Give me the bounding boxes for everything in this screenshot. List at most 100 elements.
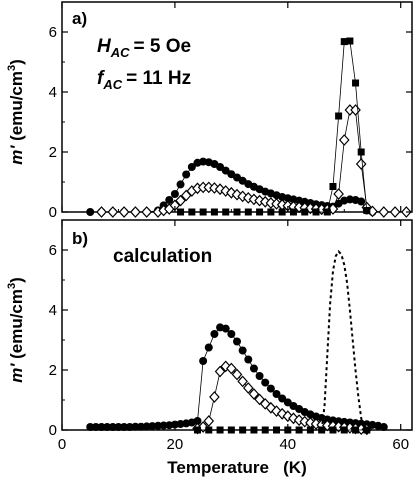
y-tick-label-a: 2 bbox=[49, 144, 57, 161]
point-diamond-b bbox=[248, 388, 260, 400]
point-square-b bbox=[193, 426, 201, 434]
point-diamond-b bbox=[226, 362, 237, 375]
point-diamond-b bbox=[288, 412, 299, 425]
y-tick-label-b: 4 bbox=[49, 302, 57, 319]
point-square-a bbox=[357, 148, 365, 156]
point-circle-b bbox=[131, 422, 140, 431]
annotation-field: HAC = 5 Oe bbox=[97, 36, 191, 60]
point-circle-b bbox=[249, 364, 258, 373]
y-tick-label-b: 6 bbox=[49, 242, 57, 259]
point-circle-b bbox=[238, 346, 247, 355]
point-square-b bbox=[329, 426, 337, 434]
point-square-a bbox=[256, 208, 264, 216]
point-diamond-b bbox=[293, 414, 305, 426]
point-circle-b bbox=[204, 343, 213, 352]
y-tick-label-a: 6 bbox=[49, 24, 57, 41]
point-circle-b bbox=[199, 357, 208, 365]
point-circle-b bbox=[266, 384, 275, 393]
point-square-b bbox=[205, 426, 213, 434]
point-square-b bbox=[295, 426, 303, 434]
point-square-a bbox=[346, 37, 354, 45]
point-circle-b bbox=[379, 423, 388, 431]
point-square-a bbox=[323, 208, 331, 216]
point-circle-b bbox=[272, 390, 281, 398]
point-square-b bbox=[250, 426, 258, 434]
point-square-a bbox=[188, 208, 196, 216]
point-circle-a bbox=[182, 170, 191, 179]
point-circle-b bbox=[148, 422, 157, 431]
point-square-b bbox=[363, 426, 371, 434]
point-square-a bbox=[340, 38, 348, 46]
point-circle-b bbox=[153, 421, 162, 430]
point-square-a bbox=[267, 208, 275, 216]
point-square-a bbox=[210, 208, 218, 216]
point-circle-b bbox=[159, 421, 168, 430]
point-square-b bbox=[273, 426, 281, 434]
point-square-a bbox=[278, 208, 286, 216]
point-diamond-a bbox=[175, 194, 186, 207]
point-square-a bbox=[352, 79, 360, 87]
point-diamond-b bbox=[254, 393, 265, 406]
x-tick-label: 20 bbox=[167, 436, 184, 453]
point-diamond-a bbox=[214, 183, 226, 196]
point-circle-b bbox=[255, 372, 264, 380]
x-tick-label: 60 bbox=[392, 436, 409, 453]
point-diamond-b bbox=[242, 382, 254, 394]
point-square-a bbox=[312, 208, 320, 216]
point-circle-b bbox=[108, 423, 117, 431]
point-square-a bbox=[335, 112, 343, 120]
point-circle-a bbox=[170, 190, 179, 198]
point-circle-b bbox=[227, 330, 236, 338]
y-tick-label-a: 4 bbox=[49, 84, 57, 101]
point-circle-a bbox=[357, 197, 366, 206]
point-diamond-a bbox=[107, 206, 119, 218]
point-diamond-a bbox=[141, 206, 152, 218]
point-square-a bbox=[177, 208, 185, 216]
point-diamond-a bbox=[226, 186, 237, 199]
axes-a: 0 2 4 6 bbox=[49, 2, 412, 221]
point-diamond-a bbox=[333, 188, 344, 200]
point-circle-b bbox=[261, 378, 270, 387]
y-axis-label-b: m' (emu/cm3) bbox=[6, 277, 26, 383]
y-tick-label-b: 2 bbox=[49, 362, 57, 379]
annotation-frequency-subscript: AC bbox=[102, 77, 122, 92]
point-square-b bbox=[318, 426, 326, 434]
point-diamond-a bbox=[355, 158, 367, 170]
point-diamond-a bbox=[378, 206, 390, 218]
point-circle-b bbox=[120, 423, 129, 431]
annotation-calculation: calculation bbox=[113, 246, 212, 267]
point-circle-b bbox=[86, 423, 95, 431]
point-circle-a bbox=[176, 180, 185, 189]
point-circle-b bbox=[142, 422, 151, 431]
point-diamond-b bbox=[220, 360, 232, 373]
point-diamond-a bbox=[96, 206, 107, 218]
annotation-frequency-value: = 11 Hz bbox=[126, 68, 191, 89]
point-circle-b bbox=[210, 330, 219, 338]
x-axis-label: Temperature (K) bbox=[167, 458, 307, 477]
data-layer-a bbox=[86, 37, 412, 218]
point-circle-b bbox=[137, 422, 146, 431]
point-circle-b bbox=[91, 423, 100, 431]
point-diamond-a bbox=[220, 185, 232, 197]
point-square-a bbox=[301, 208, 309, 216]
point-circle-a bbox=[86, 208, 95, 216]
annotation-field-symbol: H bbox=[97, 36, 112, 57]
point-diamond-b bbox=[231, 368, 243, 381]
point-diamond-a bbox=[118, 206, 130, 218]
point-diamond-a bbox=[130, 206, 141, 218]
point-circle-b bbox=[97, 423, 106, 431]
y-tick-label-a: 0 bbox=[49, 204, 57, 221]
point-circle-b bbox=[278, 394, 287, 403]
annotation-frequency: fAC = 11 Hz bbox=[97, 68, 191, 92]
point-diamond-b bbox=[265, 401, 277, 414]
point-square-b bbox=[216, 426, 224, 434]
point-square-a bbox=[289, 208, 297, 216]
panel-label-b: b) bbox=[72, 229, 88, 248]
point-square-a bbox=[363, 207, 371, 214]
point-diamond-a bbox=[338, 134, 350, 146]
annotation-frequency-symbol: f bbox=[97, 68, 105, 89]
